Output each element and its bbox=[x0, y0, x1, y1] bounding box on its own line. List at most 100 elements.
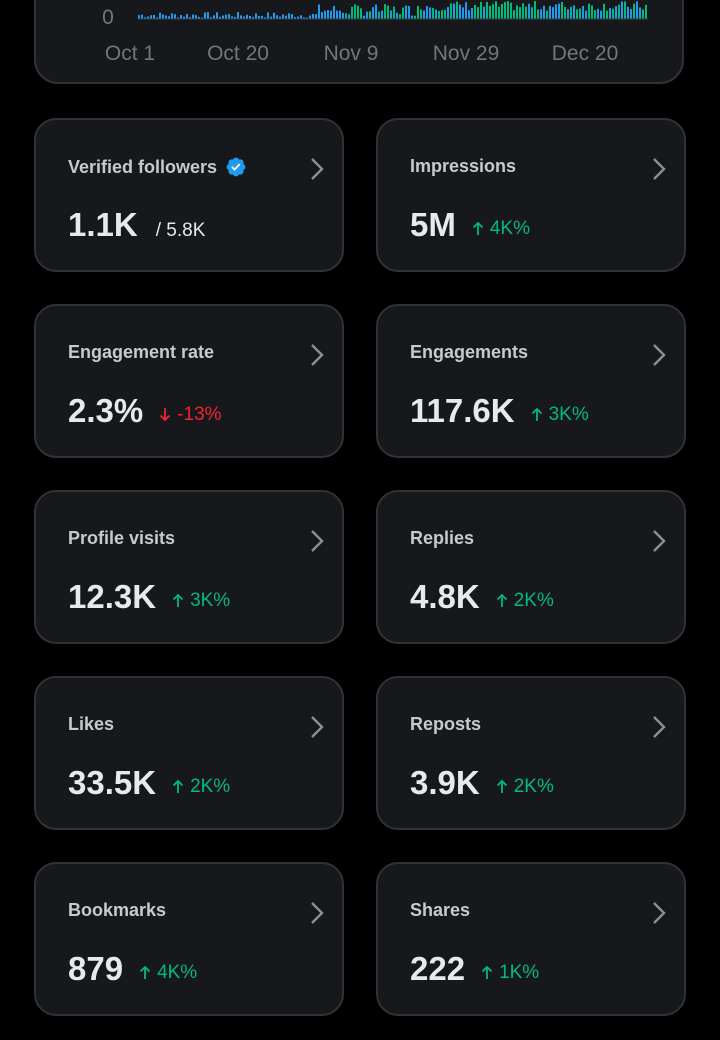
chart-bar bbox=[456, 1, 458, 19]
change-badge: 3K% bbox=[172, 590, 230, 612]
card-label: Reposts bbox=[410, 714, 482, 734]
change-badge: 2K% bbox=[172, 776, 230, 798]
chart-bar bbox=[462, 7, 464, 19]
metric-row: 879 4K% bbox=[68, 950, 197, 988]
chart-bar bbox=[597, 8, 599, 19]
chart-bar bbox=[603, 3, 605, 19]
card-engagements[interactable]: Engagements 117.6K 3K% bbox=[376, 304, 686, 458]
chart-bar bbox=[144, 17, 146, 19]
chart-bar bbox=[261, 15, 263, 19]
chart-bar bbox=[384, 4, 386, 19]
chart-bar bbox=[633, 3, 635, 19]
chart-bar bbox=[228, 14, 230, 19]
chart-bar bbox=[258, 15, 260, 19]
chart-bar bbox=[414, 15, 416, 19]
chevron-right-icon[interactable] bbox=[306, 900, 328, 926]
chart-bar bbox=[636, 1, 638, 19]
chart-bar bbox=[396, 12, 398, 19]
chevron-right-icon[interactable] bbox=[648, 900, 670, 926]
chart-bar bbox=[363, 15, 365, 19]
chart-bar bbox=[567, 9, 569, 19]
chart-bar bbox=[315, 14, 317, 19]
chart-bar bbox=[165, 15, 167, 19]
chart-bar bbox=[513, 10, 515, 19]
chart-bar bbox=[309, 15, 311, 19]
chart-bar bbox=[216, 12, 218, 19]
chart-bar bbox=[321, 12, 323, 19]
chart-bar bbox=[369, 11, 371, 19]
card-label: Likes bbox=[68, 714, 115, 734]
chart-bar bbox=[375, 4, 377, 19]
chevron-right-icon[interactable] bbox=[648, 156, 670, 182]
chevron-right-icon[interactable] bbox=[306, 156, 328, 182]
card-reposts[interactable]: Reposts 3.9K 2K% bbox=[376, 676, 686, 830]
chart-bar bbox=[555, 4, 557, 19]
card-likes[interactable]: Likes 33.5K 2K% bbox=[34, 676, 344, 830]
chart-bar bbox=[612, 8, 614, 19]
metric-value: 5M bbox=[410, 206, 456, 243]
card-engagement-rate[interactable]: Engagement rate 2.3% -13% bbox=[34, 304, 344, 458]
chart-bar bbox=[588, 3, 590, 19]
card-profile-visits[interactable]: Profile visits 12.3K 3K% bbox=[34, 490, 344, 644]
chevron-right-icon[interactable] bbox=[648, 528, 670, 554]
change-value: 3K% bbox=[548, 403, 589, 425]
chart-bar bbox=[459, 4, 461, 19]
chart-bar bbox=[642, 9, 644, 19]
chart-bar bbox=[549, 5, 551, 19]
chevron-right-icon[interactable] bbox=[306, 528, 328, 554]
chevron-right-icon[interactable] bbox=[648, 342, 670, 368]
chart-bar bbox=[561, 1, 563, 19]
chart-bar bbox=[528, 3, 530, 19]
chart-bar bbox=[339, 10, 341, 19]
chart-bar bbox=[429, 7, 431, 19]
chart-bar bbox=[324, 10, 326, 19]
card-bookmarks[interactable]: Bookmarks 879 4K% bbox=[34, 862, 344, 1016]
metric-row: 12.3K 3K% bbox=[68, 578, 230, 616]
chart-bar bbox=[267, 12, 269, 19]
chart-bar bbox=[378, 11, 380, 19]
chart-bar bbox=[150, 15, 152, 19]
chart-bar bbox=[486, 2, 488, 19]
chart-bar bbox=[546, 10, 548, 19]
card-verified-followers[interactable]: Verified followers 1.1K / 5.8K bbox=[34, 118, 344, 272]
verified-badge-icon bbox=[226, 157, 246, 177]
change-value: -13% bbox=[177, 403, 222, 425]
card-label: Replies bbox=[410, 528, 475, 548]
chart-bar bbox=[606, 10, 608, 19]
chart-bar bbox=[507, 1, 509, 19]
chart-bar bbox=[174, 14, 176, 19]
arrow-up-icon bbox=[172, 593, 184, 607]
card-impressions[interactable]: Impressions 5M 4K% bbox=[376, 118, 686, 272]
chart-bar bbox=[204, 12, 206, 19]
chevron-right-icon[interactable] bbox=[648, 714, 670, 740]
chart-bar bbox=[525, 6, 527, 19]
chart-bar bbox=[471, 8, 473, 19]
chart-bar bbox=[480, 1, 482, 19]
chart-bar bbox=[540, 9, 542, 19]
change-value: 2K% bbox=[513, 589, 554, 611]
chart-bar bbox=[405, 5, 407, 19]
chart-bar bbox=[222, 15, 224, 19]
chart-bar bbox=[201, 17, 203, 19]
arrow-up-icon bbox=[496, 779, 507, 793]
chart-bar bbox=[246, 14, 248, 19]
arrow-up-icon bbox=[472, 221, 483, 235]
chevron-right-icon[interactable] bbox=[306, 342, 328, 368]
chart-bar bbox=[465, 2, 467, 19]
change-value: 3K% bbox=[190, 589, 231, 611]
card-label-text: Verified followers bbox=[68, 156, 218, 177]
chart-bar bbox=[270, 16, 272, 19]
chart-bar bbox=[138, 15, 140, 19]
chart-bars bbox=[138, 1, 648, 20]
change-value: 1K% bbox=[499, 961, 540, 983]
metric-value: 1.1K bbox=[68, 206, 138, 243]
card-shares[interactable]: Shares 222 1K% bbox=[376, 862, 686, 1016]
chart-bar bbox=[444, 9, 446, 19]
chart-bar bbox=[585, 10, 587, 19]
chart-bar bbox=[276, 15, 278, 19]
chart-bar bbox=[531, 7, 533, 19]
chart-bar bbox=[402, 7, 404, 19]
chevron-right-icon[interactable] bbox=[306, 714, 328, 740]
card-replies[interactable]: Replies 4.8K 2K% bbox=[376, 490, 686, 644]
y-tick-label: 0 bbox=[102, 6, 114, 29]
